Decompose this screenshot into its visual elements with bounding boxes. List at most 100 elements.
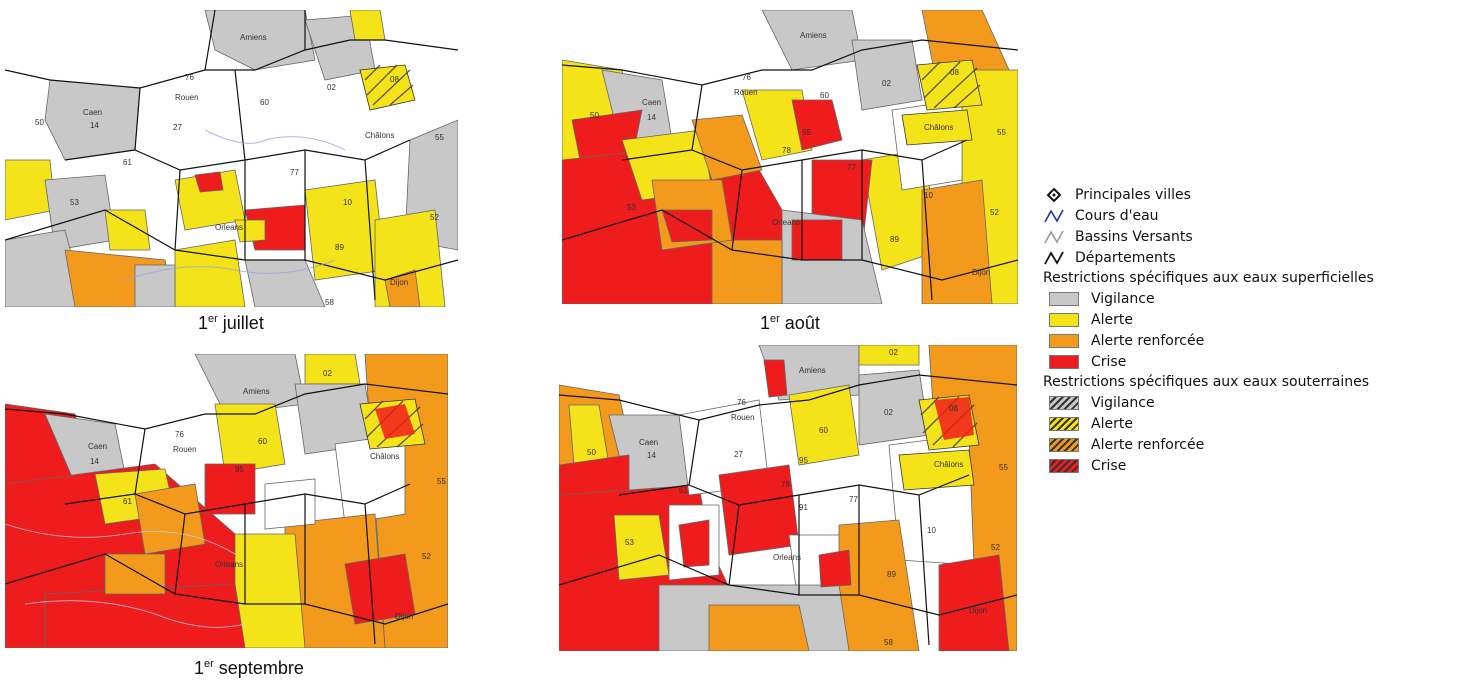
legend-cities-label: Principales villes [1075, 186, 1191, 203]
label-55: 55 [999, 463, 1008, 472]
label-58: 58 [325, 298, 334, 307]
department-line-icon [1044, 250, 1064, 265]
label-60: 60 [258, 437, 267, 446]
label-14: 14 [90, 121, 99, 130]
swatch-hatched-vigilance [1049, 395, 1079, 410]
label-76: 76 [737, 398, 746, 407]
city-diamond-icon [1046, 187, 1062, 202]
label-rouen: Rouen [173, 445, 197, 454]
label-95: 95 [799, 456, 808, 465]
label-amiens: Amiens [243, 387, 270, 396]
label-dijon: Dijon [390, 278, 408, 287]
label-55: 55 [435, 133, 444, 142]
label-76: 76 [175, 430, 184, 439]
label-52: 52 [430, 213, 439, 222]
legend-ground-title: Restrictions spécifiques aux eaux souter… [1043, 374, 1370, 390]
label-50: 50 [587, 448, 596, 457]
label-caen: Caen [639, 438, 658, 447]
label-caen: Caen [642, 98, 661, 107]
label-61: 61 [123, 497, 132, 506]
label-55: 55 [437, 477, 446, 486]
caption-septembre: 1er septembre [194, 658, 304, 678]
legend-ground-alerte-renforcee: Alerte renforcée [1049, 434, 1473, 455]
label-27: 27 [173, 123, 182, 132]
label-61: 61 [679, 486, 688, 495]
label-27: 27 [734, 450, 743, 459]
legend-basins: Bassins Versants [1043, 226, 1473, 247]
label-78: 78 [782, 146, 791, 155]
label-53: 53 [625, 538, 634, 547]
label-dijon: Dijon [972, 268, 990, 277]
label-amiens: Amiens [240, 33, 267, 42]
legend-rivers: Cours d'eau [1043, 205, 1473, 226]
legend-surface-alerte: Alerte [1049, 309, 1473, 330]
legend-ground-crise: Crise [1049, 455, 1473, 476]
label-77: 77 [849, 495, 858, 504]
label-60: 60 [820, 91, 829, 100]
label-50: 50 [35, 118, 44, 127]
label-dijon: Dijon [395, 612, 413, 621]
map-1-aout: Amiens Rouen 76 Caen 14 50 60 02 08 Châl… [562, 10, 1018, 304]
label-02: 02 [327, 83, 336, 92]
map-1-juillet: Amiens Rouen 76 Caen 14 50 27 60 02 08 C… [5, 10, 458, 307]
label-55: 55 [997, 128, 1006, 137]
label-orleans: Orleans [773, 553, 801, 562]
label-rouen: Rouen [734, 88, 758, 97]
swatch-vigilance [1049, 291, 1079, 306]
label-89: 89 [335, 243, 344, 252]
zone-vigilance [44, 79, 141, 161]
legend-surface-vigilance: Vigilance [1049, 288, 1473, 309]
legend-basins-label: Bassins Versants [1075, 228, 1193, 245]
label-14: 14 [90, 457, 99, 466]
label-52: 52 [991, 543, 1000, 552]
map-1-septembre: Amiens Rouen 76 Caen 14 60 02 Châlons 55… [5, 354, 448, 648]
legend-ground-alerte: Alerte [1049, 413, 1473, 434]
label-53: 53 [70, 198, 79, 207]
label-02-top: 02 [889, 348, 898, 357]
label-chalons: Châlons [924, 123, 953, 132]
label-78: 78 [781, 480, 790, 489]
map-svg-septembre: Amiens Rouen 76 Caen 14 60 02 Châlons 55… [5, 354, 448, 648]
swatch-crise [1049, 354, 1079, 369]
label-60: 60 [819, 426, 828, 435]
label-10: 10 [924, 191, 933, 200]
label-53: 53 [627, 203, 636, 212]
legend-ground-vigilance: Vigilance [1049, 392, 1473, 413]
label-rouen: Rouen [731, 413, 755, 422]
label-58: 58 [884, 638, 893, 647]
swatch-hatched-crise [1049, 458, 1079, 473]
caption-aout: 1er août [760, 313, 820, 333]
label-orleans: Orleans [215, 560, 243, 569]
label-14: 14 [647, 451, 656, 460]
legend-ground-alerte-label: Alerte [1091, 415, 1133, 432]
legend-surface-alerte-label: Alerte [1091, 311, 1133, 328]
label-91: 91 [799, 503, 808, 512]
label-chalons: Châlons [365, 131, 394, 140]
swatch-alerte [1049, 312, 1079, 327]
label-76: 76 [185, 73, 194, 82]
legend-rivers-label: Cours d'eau [1075, 207, 1159, 224]
label-89: 89 [890, 235, 899, 244]
legend-surface-crise-label: Crise [1091, 353, 1127, 370]
label-76: 76 [742, 73, 751, 82]
label-caen: Caen [88, 442, 107, 451]
label-orleans: Orleans [215, 223, 243, 232]
legend-surface-vigilance-label: Vigilance [1091, 290, 1155, 307]
legend-departments-label: Départements [1075, 249, 1176, 266]
label-50: 50 [590, 111, 599, 120]
label-89: 89 [887, 570, 896, 579]
label-14: 14 [647, 113, 656, 122]
label-52: 52 [990, 208, 999, 217]
label-orleans: Orleans [772, 218, 800, 227]
label-77: 77 [847, 163, 856, 172]
map-svg-aout: Amiens Rouen 76 Caen 14 50 60 02 08 Châl… [562, 10, 1018, 304]
legend-departments: Départements [1043, 247, 1473, 268]
label-61: 61 [123, 158, 132, 167]
label-08: 08 [950, 68, 959, 77]
label-08: 08 [949, 404, 958, 413]
label-amiens: Amiens [799, 366, 826, 375]
swatch-alerte-renforcee [1049, 333, 1079, 348]
label-rouen: Rouen [175, 93, 199, 102]
label-60: 60 [260, 98, 269, 107]
legend-ground-alerte-renforcee-label: Alerte renforcée [1091, 436, 1205, 453]
